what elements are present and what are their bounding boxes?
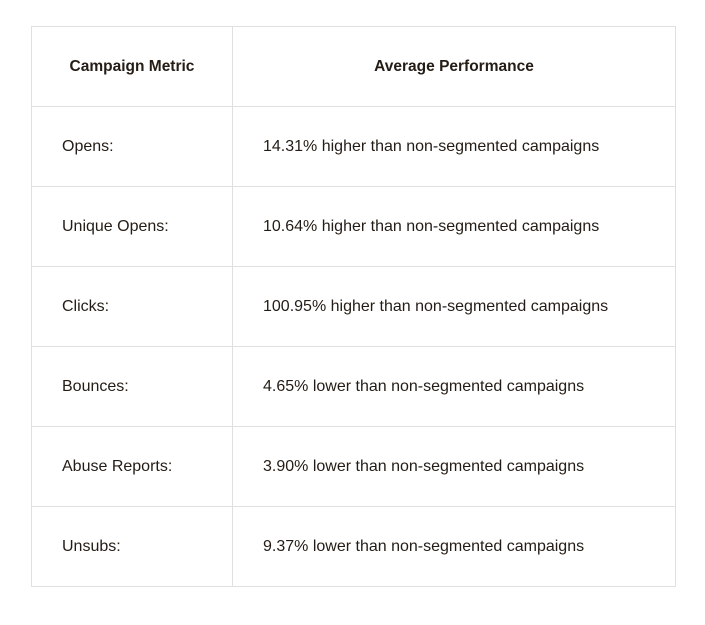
table-row: Abuse Reports: 3.90% lower than non-segm… bbox=[31, 426, 676, 507]
table-row: Unsubs: 9.37% lower than non-segmented c… bbox=[31, 506, 676, 587]
performance-cell: 10.64% higher than non-segmented campaig… bbox=[232, 186, 676, 267]
campaign-performance-table-wrapper: Campaign Metric Average Performance Open… bbox=[31, 26, 676, 587]
table-row: Clicks: 100.95% higher than non-segmente… bbox=[31, 266, 676, 347]
metric-cell: Opens: bbox=[31, 106, 233, 187]
campaign-performance-table: Campaign Metric Average Performance Open… bbox=[31, 26, 676, 587]
performance-cell: 14.31% higher than non-segmented campaig… bbox=[232, 106, 676, 187]
performance-cell: 4.65% lower than non-segmented campaigns bbox=[232, 346, 676, 427]
table-row: Opens: 14.31% higher than non-segmented … bbox=[31, 106, 676, 187]
metric-cell: Bounces: bbox=[31, 346, 233, 427]
performance-cell: 100.95% higher than non-segmented campai… bbox=[232, 266, 676, 347]
header-campaign-metric: Campaign Metric bbox=[31, 26, 233, 107]
performance-cell: 3.90% lower than non-segmented campaigns bbox=[232, 426, 676, 507]
metric-cell: Abuse Reports: bbox=[31, 426, 233, 507]
table-header-row: Campaign Metric Average Performance bbox=[31, 26, 676, 107]
metric-cell: Unique Opens: bbox=[31, 186, 233, 267]
header-average-performance: Average Performance bbox=[232, 26, 676, 107]
metric-cell: Clicks: bbox=[31, 266, 233, 347]
table-row: Unique Opens: 10.64% higher than non-seg… bbox=[31, 186, 676, 267]
table-row: Bounces: 4.65% lower than non-segmented … bbox=[31, 346, 676, 427]
metric-cell: Unsubs: bbox=[31, 506, 233, 587]
performance-cell: 9.37% lower than non-segmented campaigns bbox=[232, 506, 676, 587]
